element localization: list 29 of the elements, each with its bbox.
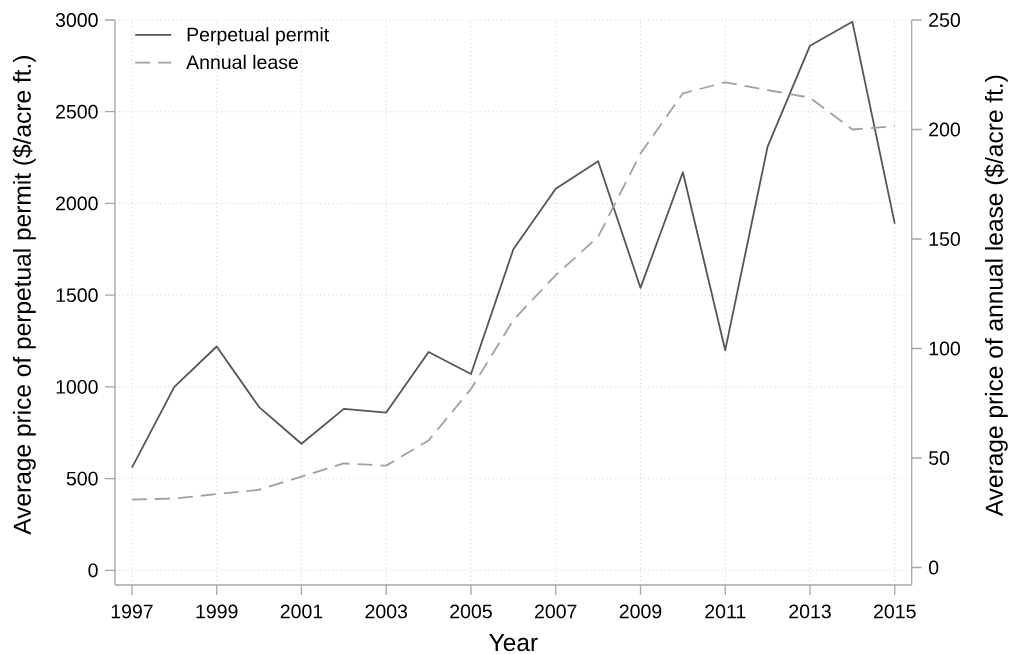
x-tick-label: 2011 bbox=[705, 604, 746, 619]
y2-tick-label: 200 bbox=[929, 122, 960, 137]
legend-label: Annual lease bbox=[186, 54, 298, 70]
y-axis-title: Average price of perpetual permit ($/acre ft.) bbox=[12, 56, 36, 535]
line-series bbox=[131, 20, 896, 469]
x-tick-label: 2015 bbox=[874, 604, 916, 619]
x-tick-label: 2005 bbox=[450, 604, 492, 619]
y-tick-label: 3000 bbox=[55, 13, 98, 27]
y2-tick-label: 250 bbox=[929, 13, 960, 27]
y2-tick-label: 150 bbox=[929, 232, 960, 246]
x-tick-label: 2013 bbox=[789, 604, 831, 619]
legend-label: Perpetual permit bbox=[187, 27, 330, 46]
y-tick-label: 500 bbox=[66, 471, 98, 486]
y2-tick-label: 50 bbox=[929, 451, 950, 465]
y-tick-label: 2500 bbox=[56, 104, 98, 119]
x-tick-label: 2009 bbox=[619, 604, 662, 619]
y-tick-label: 0 bbox=[88, 563, 98, 578]
x-tick-label: 2001 bbox=[280, 604, 323, 619]
x-tick-label: 1999 bbox=[196, 604, 238, 619]
x-axis-title: Year bbox=[489, 634, 538, 652]
y-tick-label: 2000 bbox=[56, 196, 98, 211]
y2-tick-label: 0 bbox=[928, 560, 939, 575]
y2-tick-label: 100 bbox=[929, 341, 960, 356]
x-tick-label: 2003 bbox=[365, 604, 408, 619]
x-tick-label: 1997 bbox=[111, 604, 153, 619]
y-tick-label: 1500 bbox=[56, 288, 98, 303]
x-tick-label: 2007 bbox=[535, 604, 577, 619]
y2-axis-title: Average price of annual lease ($/acre ft.) bbox=[984, 75, 1008, 517]
y-tick-label: 1000 bbox=[56, 379, 98, 394]
